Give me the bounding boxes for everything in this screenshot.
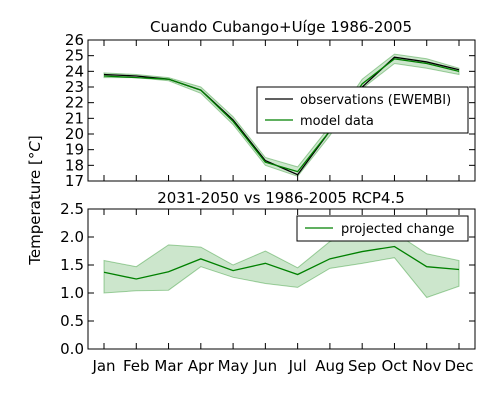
- bottom-series-lines: [103, 245, 460, 280]
- bottom-panel-title: 2031-2050 vs 1986-2005 RCP4.5: [157, 189, 405, 207]
- x-tick-label-jan: Jan: [91, 357, 115, 375]
- y-tick-label: 26: [65, 31, 84, 49]
- y-tick-label: 25: [65, 47, 84, 65]
- y-tick-label: 1.5: [60, 256, 84, 274]
- top-series-lines: [103, 56, 460, 176]
- projected-change-line: [103, 245, 460, 280]
- x-tick-label-feb: Feb: [123, 357, 150, 375]
- x-tick-label-dec: Dec: [444, 357, 473, 375]
- y-tick-label: 20: [65, 125, 84, 143]
- y-axis-label-unit: °C: [26, 141, 44, 160]
- bottom-x-ticks: [103, 209, 460, 349]
- top-x-ticks: [103, 40, 460, 181]
- bottom-legend: projected change: [296, 215, 469, 242]
- uncertainty-band: [103, 53, 460, 177]
- y-tick-label: 19: [65, 141, 84, 159]
- x-tick-labels: Jan Feb Mar Apr May Jun Jul Aug Sep Oct Nov Dec: [91, 357, 473, 375]
- model-data-line: [103, 58, 460, 173]
- y-tick-label: 2.5: [60, 200, 84, 218]
- y-tick-label: 23: [65, 78, 84, 96]
- y-tick-label: 1.0: [60, 284, 84, 302]
- y-tick-label: 18: [65, 156, 84, 174]
- bottom-y-ticks: 0.0 0.5 1.0 1.5 2.0 2.5: [60, 200, 475, 358]
- top-axes-frame: [87, 39, 476, 182]
- top-panel: Cuando Cubango+Uíge 1986-2005 1718192021…: [65, 18, 476, 190]
- x-tick-label-jul: Jul: [288, 357, 307, 375]
- y-tick-label: 2.0: [60, 228, 84, 246]
- x-tick-label-oct: Oct: [381, 357, 407, 375]
- y-tick-label: 17: [65, 172, 84, 190]
- bottom-axes-frame: [87, 208, 476, 350]
- model-range-band: [103, 53, 460, 177]
- y-tick-label: 24: [65, 62, 84, 80]
- y-tick-label: 22: [65, 94, 84, 112]
- projected-range-band: [103, 232, 460, 299]
- bottom-panel: 2031-2050 vs 1986-2005 RCP4.5 0.0 0.5 1.0 1…: [60, 189, 476, 358]
- legend-label-model: model data: [300, 114, 374, 129]
- y-axis-label-text: Temperature [: [26, 159, 44, 266]
- y-axis-label: Temperature [°C]: [26, 135, 44, 265]
- x-tick-label-may: May: [218, 357, 249, 375]
- legend-label-observations: observations (EWEMBI): [300, 93, 451, 108]
- y-tick-label: 0.5: [60, 312, 84, 330]
- x-tick-label-nov: Nov: [412, 357, 441, 375]
- legend-label-projected: projected change: [341, 222, 454, 237]
- x-tick-label-aug: Aug: [315, 357, 344, 375]
- x-tick-label-mar: Mar: [154, 357, 183, 375]
- y-axis-label-end: ]: [26, 135, 44, 141]
- y-tick-label: 0.0: [60, 340, 84, 358]
- x-tick-label-sep: Sep: [348, 357, 376, 375]
- uncertainty-band: [103, 232, 460, 299]
- top-legend: observations (EWEMBI) model data: [256, 86, 469, 134]
- y-tick-label: 21: [65, 109, 84, 127]
- x-tick-label-jun: Jun: [253, 357, 277, 375]
- top-panel-title: Cuando Cubango+Uíge 1986-2005: [150, 18, 412, 36]
- top-legend-box: [256, 86, 469, 134]
- x-tick-label-apr: Apr: [188, 357, 215, 375]
